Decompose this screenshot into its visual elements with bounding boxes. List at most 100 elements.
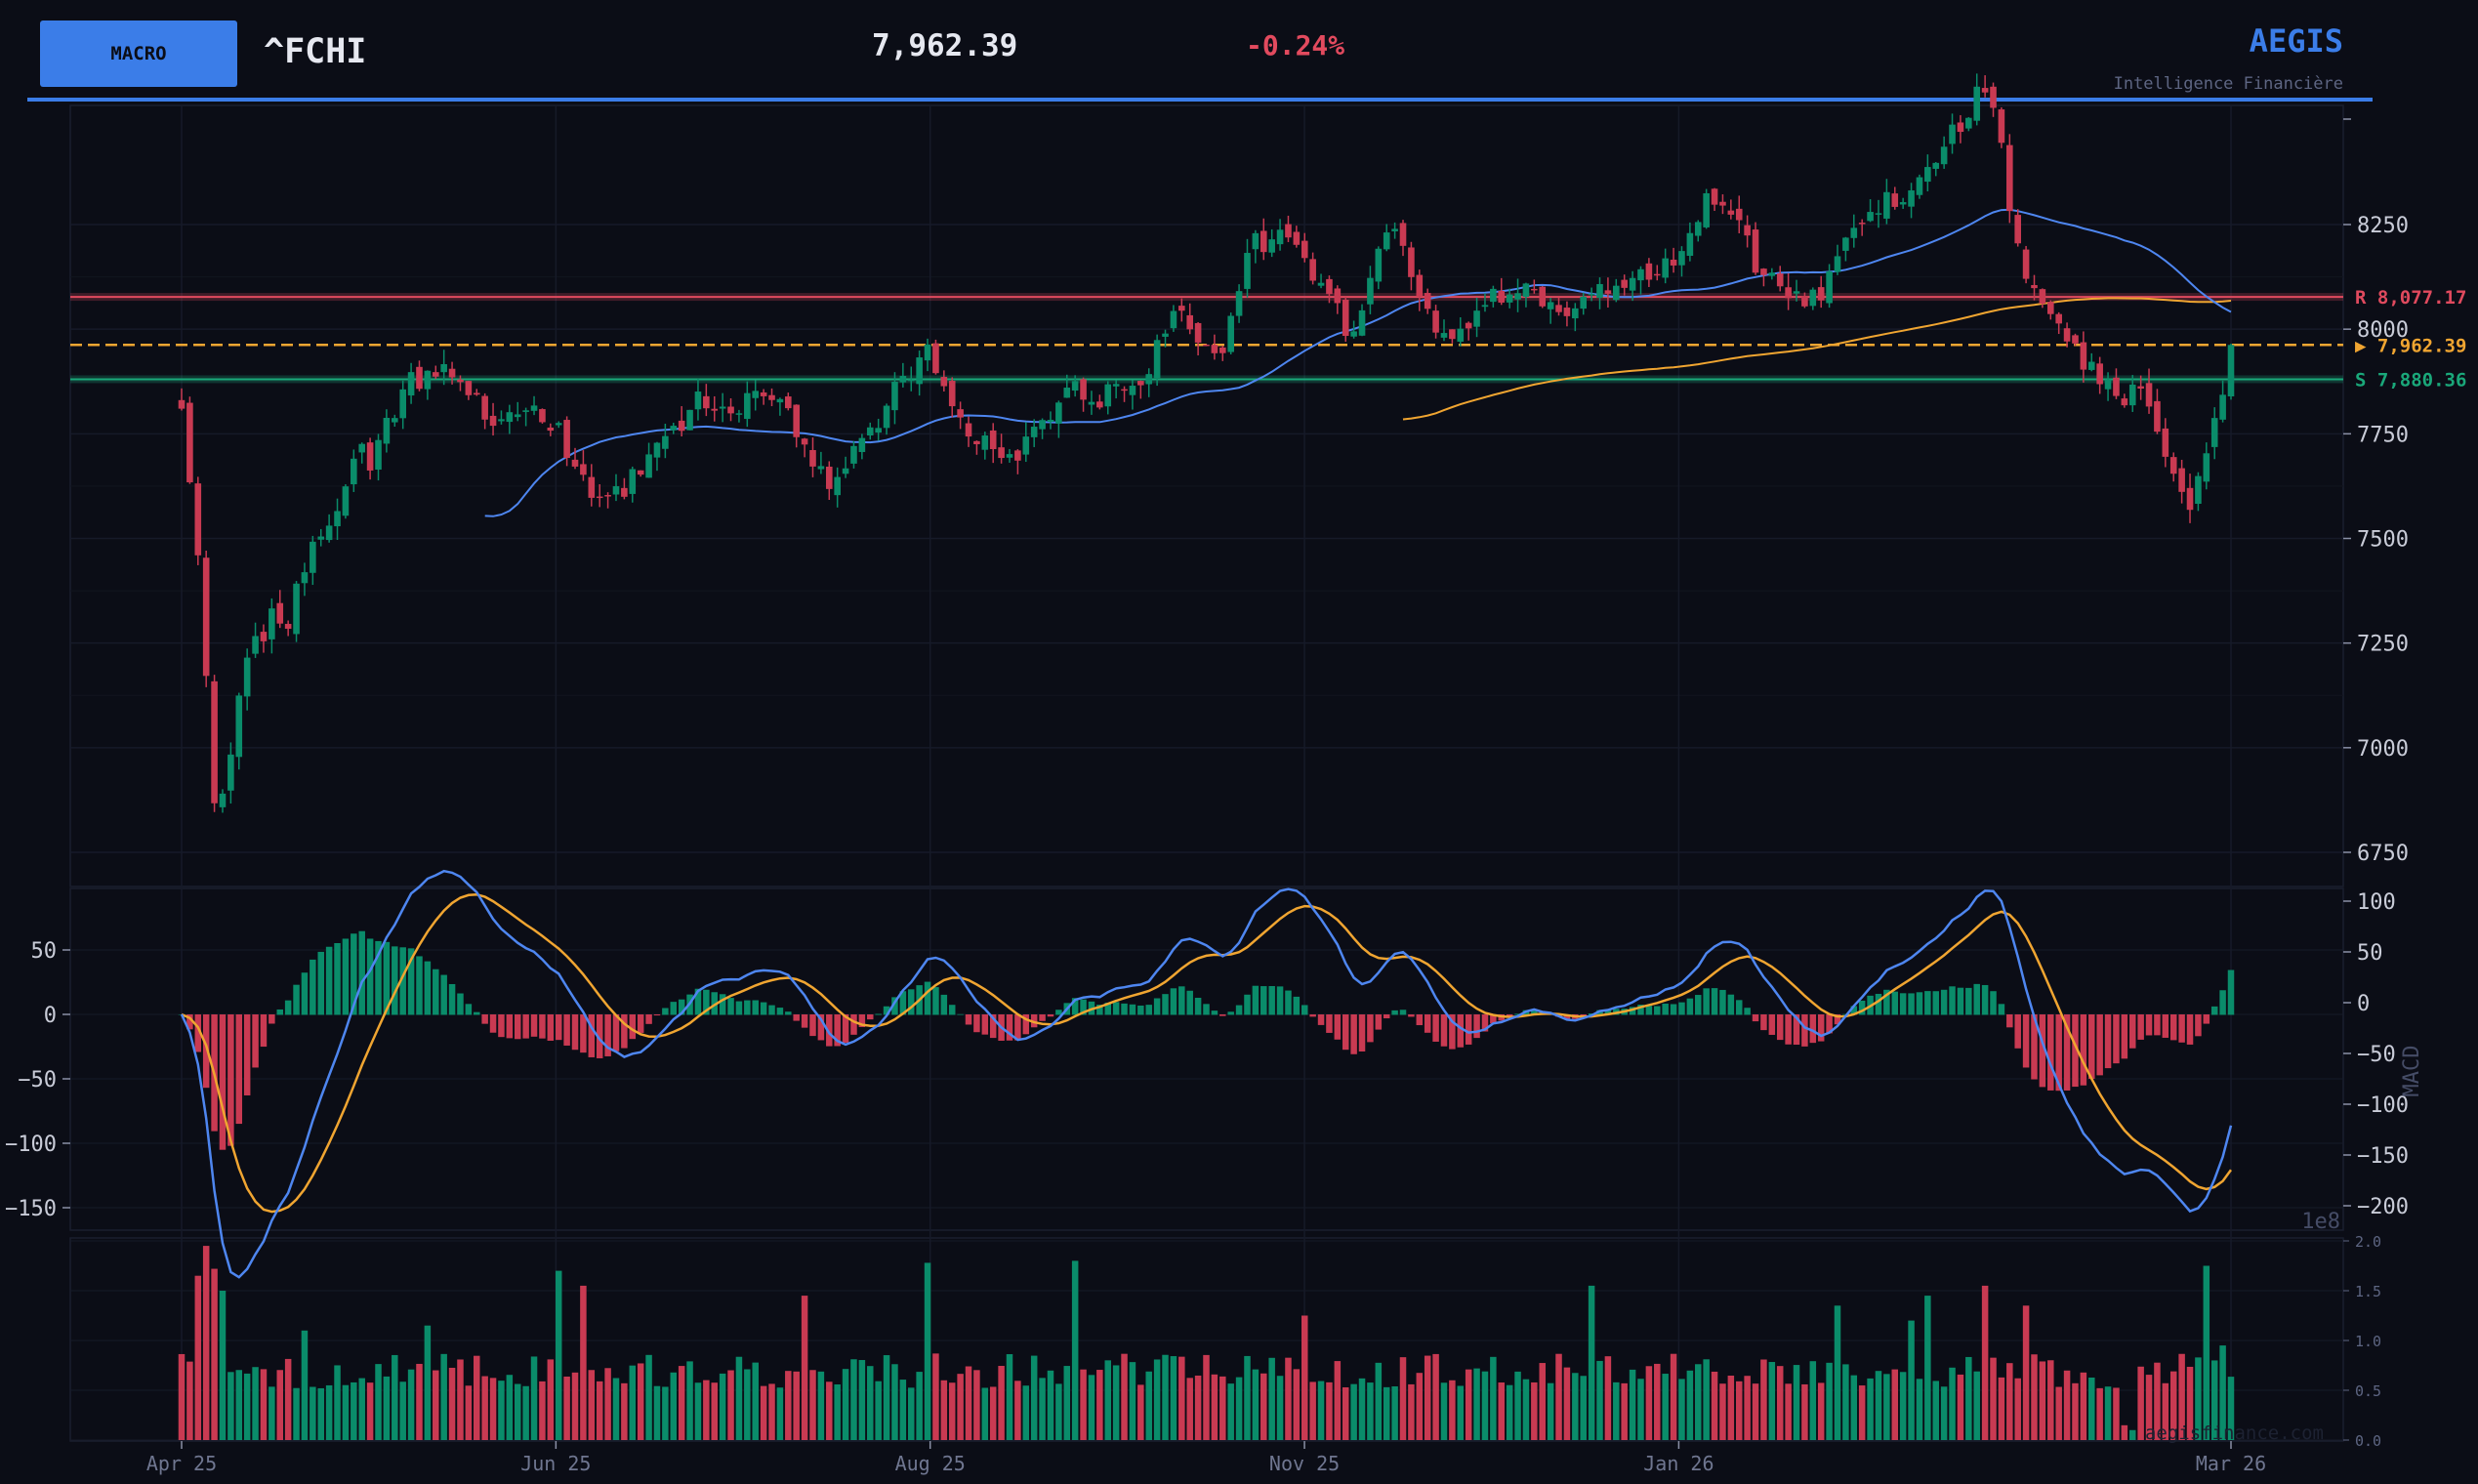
brand-tagline: Intelligence Financière (2114, 74, 2343, 94)
candle-body (1252, 232, 1260, 250)
candle-body (1867, 212, 1874, 222)
macd-histogram-bar (817, 1014, 825, 1041)
macd-histogram-bar (1490, 1014, 1497, 1024)
volume-bar (1908, 1320, 1915, 1440)
candle (948, 377, 956, 418)
macd-histogram-bar (1752, 1014, 1759, 1022)
macd-histogram-bar (1686, 998, 1694, 1015)
candle-body (629, 469, 637, 494)
volume-bar (1162, 1354, 1169, 1440)
volume-bar (1194, 1375, 1202, 1440)
volume-bar (809, 1370, 816, 1440)
candle (391, 414, 398, 428)
volume-bar (1440, 1382, 1448, 1440)
macd-histogram-bar (858, 1014, 866, 1027)
candle (2039, 288, 2046, 309)
macd-histogram-bar (735, 1001, 743, 1015)
macd-histogram-bar (1883, 989, 1890, 1015)
macd-histogram-bar (1055, 1010, 1062, 1015)
candle-body (334, 511, 341, 527)
candle-body (1367, 277, 1374, 305)
macd-histogram-bar (883, 1006, 890, 1015)
macd-histogram-bar (948, 1005, 956, 1015)
candle-body (547, 427, 555, 432)
candle-body (1416, 274, 1424, 297)
candle (2121, 393, 2128, 408)
candle (424, 370, 432, 400)
macd-histogram-bar (522, 1014, 529, 1039)
price-tick-label: 8250 (2357, 214, 2409, 238)
candle (1768, 268, 1776, 280)
volume-bar (1506, 1384, 1513, 1440)
macd-histogram-bar (1711, 988, 1718, 1015)
volume-bar (588, 1370, 596, 1440)
candle-body (227, 754, 234, 791)
macd-histogram-bar (1629, 1007, 1636, 1015)
candle-body (1629, 277, 1636, 291)
volume-bar (1990, 1357, 1997, 1440)
candle (366, 437, 374, 480)
candle (760, 389, 767, 405)
candle-body (1071, 381, 1079, 392)
candle-body (268, 608, 275, 639)
volume-bar (612, 1378, 620, 1440)
candle (1957, 114, 1964, 144)
candle (317, 528, 325, 547)
volume-bar (1662, 1374, 1669, 1440)
volume-bar (678, 1366, 685, 1440)
candle-body (1572, 308, 1579, 319)
volume-bar (1080, 1369, 1087, 1440)
macd-histogram-bar (2055, 1014, 2062, 1092)
volume-bar (2039, 1361, 2046, 1440)
volume-bar (1940, 1386, 1948, 1440)
volume-bar (1293, 1369, 1301, 1440)
volume-bar (440, 1353, 447, 1440)
candle-body (1457, 328, 1465, 342)
candle-body (1744, 225, 1751, 236)
candle-body (1014, 450, 1021, 461)
volume-bar (1637, 1379, 1644, 1440)
candle-body (1555, 305, 1562, 312)
volume-bar (858, 1360, 866, 1440)
candle-body (2104, 379, 2112, 390)
candle (1301, 232, 1308, 263)
volume-bar (1055, 1383, 1062, 1440)
macd-histogram-bar (711, 992, 718, 1015)
volume-bar (1367, 1382, 1374, 1440)
macd-histogram (178, 930, 2235, 1150)
candle-body (801, 438, 808, 445)
macd-histogram-bar (1899, 993, 1907, 1015)
candle (932, 339, 939, 375)
candle-body (899, 376, 907, 383)
macd-histogram-bar (351, 933, 357, 1015)
volume-bar (965, 1366, 972, 1440)
macd-line (180, 869, 2233, 1279)
time-tick-label: Nov 25 (1269, 1452, 1340, 1475)
candle (416, 360, 423, 392)
volume-bar (1186, 1378, 1193, 1440)
candle (817, 451, 825, 474)
macd-histogram-bar (719, 994, 726, 1015)
candle-body (785, 396, 792, 409)
volume-bar (399, 1381, 406, 1440)
candle (2063, 322, 2071, 348)
macd-histogram-bar (2195, 1014, 2202, 1037)
candle (735, 409, 743, 423)
candle-body (1973, 86, 1981, 121)
candle-body (1112, 384, 1120, 387)
volume-bar (899, 1380, 907, 1440)
candle-body (1399, 223, 1407, 246)
volume-bar (1973, 1371, 1980, 1440)
macd-histogram-bar (2072, 1014, 2079, 1088)
volume-bar (1760, 1359, 1767, 1440)
candle-body (2113, 377, 2120, 396)
macd-histogram-bar (301, 972, 309, 1015)
volume-bar (867, 1366, 874, 1440)
macd-histogram-bar (1563, 1014, 1571, 1019)
volume-bar (1727, 1376, 1735, 1440)
volume-bar (1572, 1373, 1579, 1440)
volume-bar (1112, 1365, 1120, 1440)
candle-body (809, 450, 816, 467)
volume-bar (834, 1383, 841, 1440)
